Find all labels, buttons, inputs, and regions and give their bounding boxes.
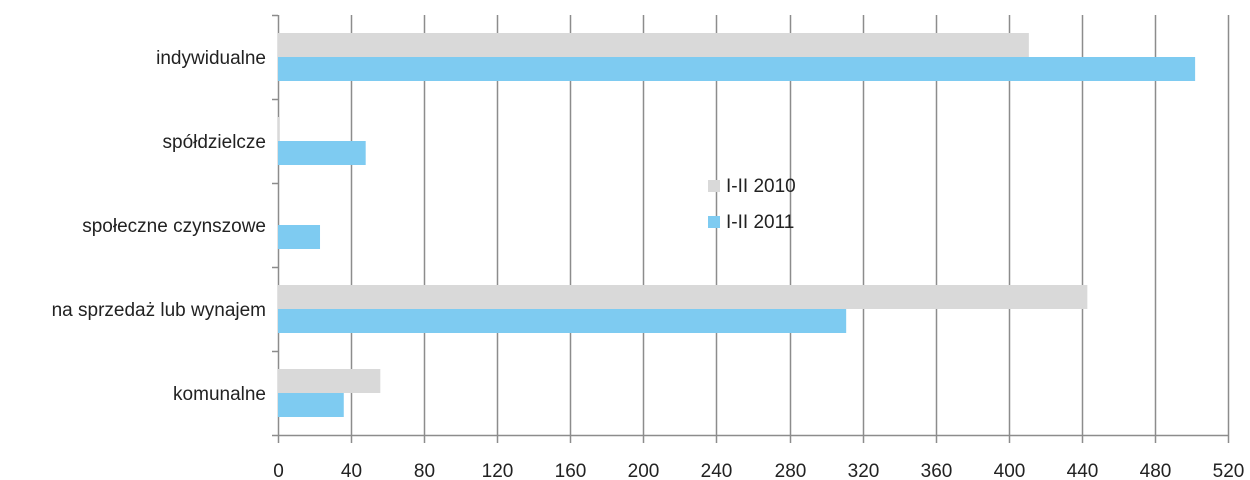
legend-swatch bbox=[708, 180, 720, 192]
x-tick-label: 520 bbox=[1213, 461, 1245, 480]
x-tick-label: 120 bbox=[482, 461, 514, 480]
bars bbox=[278, 33, 1196, 417]
bar-series-1 bbox=[278, 285, 1088, 309]
bar-series-1 bbox=[278, 33, 1029, 57]
legend-label: I-II 2010 bbox=[726, 176, 796, 197]
x-tick-label: 240 bbox=[701, 461, 733, 480]
legend-label: I-II 2011 bbox=[726, 212, 794, 233]
x-tick-label: 80 bbox=[414, 461, 435, 480]
bar-series-1 bbox=[278, 369, 381, 393]
x-tick-label: 0 bbox=[273, 461, 284, 480]
x-tick-label: 400 bbox=[994, 461, 1026, 480]
x-tick-label: 320 bbox=[848, 461, 880, 480]
x-tick-label: 160 bbox=[555, 461, 587, 480]
legend-swatch bbox=[708, 216, 720, 228]
category-label: spółdzielcze bbox=[163, 132, 267, 153]
x-tick-label: 360 bbox=[921, 461, 953, 480]
bar-series-2 bbox=[278, 141, 366, 165]
x-tick-label: 280 bbox=[775, 461, 807, 480]
category-label: indywidualne bbox=[156, 48, 266, 69]
x-tick-label: 480 bbox=[1140, 461, 1172, 480]
bar-series-1 bbox=[278, 117, 280, 141]
bar-series-2 bbox=[278, 309, 847, 333]
gridlines bbox=[277, 15, 1230, 435]
bar-series-2 bbox=[278, 393, 344, 417]
x-tick-label: 40 bbox=[341, 461, 362, 480]
bar-series-2 bbox=[278, 225, 321, 249]
x-tick-label: 440 bbox=[1067, 461, 1099, 480]
category-labels: indywidualne spółdzielcze społeczne czynsz… bbox=[52, 48, 266, 405]
x-tick-label: 200 bbox=[628, 461, 660, 480]
category-label: społeczne czynszowe bbox=[82, 216, 266, 237]
category-label: komunalne bbox=[173, 384, 266, 405]
legend: I-II 2010 I-II 2011 bbox=[708, 176, 796, 233]
bar-series-2 bbox=[278, 57, 1196, 81]
category-label: na sprzedaż lub wynajem bbox=[52, 300, 266, 321]
x-axis: 0 40 80 120 160 200 240 280 320 360 400 440 480 520 bbox=[272, 14, 1245, 480]
